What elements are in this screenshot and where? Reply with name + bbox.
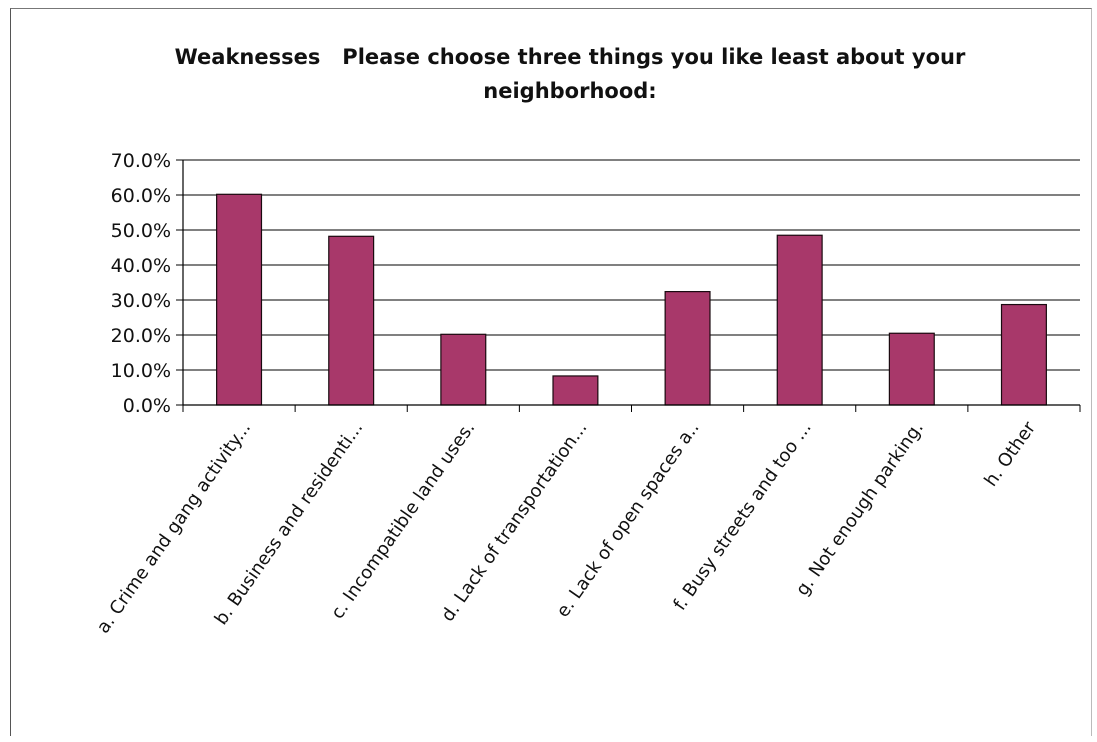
bars — [216, 193, 1047, 406]
x-tick-label: g. Not enough parking. — [792, 418, 928, 600]
bar — [328, 235, 375, 406]
y-tick-label: 20.0% — [111, 325, 171, 347]
x-tick-labels: a. Crime and gang activity...b. Business… — [93, 417, 1041, 637]
bar — [216, 193, 263, 406]
bar — [888, 332, 935, 406]
axes — [176, 159, 1081, 412]
chart-frame — [10, 8, 1092, 736]
y-tick-label: 50.0% — [111, 220, 171, 242]
y-tick-label: 60.0% — [111, 185, 171, 207]
bar — [440, 333, 487, 406]
bar — [1000, 303, 1047, 406]
x-tick-label: h. Other — [980, 417, 1040, 490]
chart-title: Weaknesses Please choose three things yo… — [174, 45, 973, 103]
y-tick-labels: 0.0% 10.0% 20.0% 30.0% 40.0% 50.0% 60.0% 70.0% — [111, 150, 171, 417]
y-tick-label: 40.0% — [111, 255, 171, 277]
bar — [664, 291, 711, 406]
bar — [552, 375, 599, 406]
y-tick-label: 10.0% — [111, 360, 171, 382]
y-tick-label: 70.0% — [111, 150, 171, 172]
y-tick-label: 0.0% — [123, 395, 171, 417]
gridlines — [183, 159, 1080, 371]
y-tick-label: 30.0% — [111, 290, 171, 312]
bar — [776, 234, 823, 406]
